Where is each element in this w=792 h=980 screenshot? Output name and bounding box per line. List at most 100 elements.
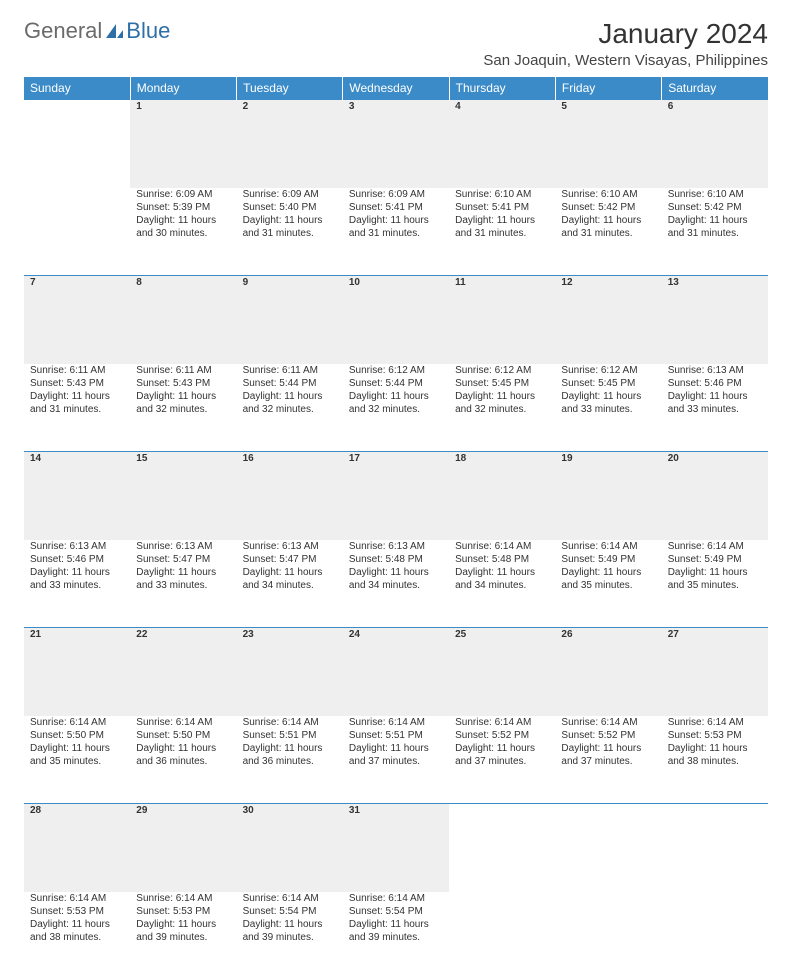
day-cell: Sunrise: 6:11 AMSunset: 5:44 PMDaylight:… <box>237 364 343 452</box>
daylight-text: Daylight: 11 hours <box>243 390 337 403</box>
daylight-text: and 35 minutes. <box>668 579 762 592</box>
day-cell: Sunrise: 6:14 AMSunset: 5:48 PMDaylight:… <box>449 540 555 628</box>
daylight-text: and 30 minutes. <box>136 227 230 240</box>
daylight-text: and 34 minutes. <box>243 579 337 592</box>
daylight-text: Daylight: 11 hours <box>136 918 230 931</box>
day-cell <box>24 188 130 276</box>
day-cell: Sunrise: 6:10 AMSunset: 5:42 PMDaylight:… <box>662 188 768 276</box>
sunset-text: Sunset: 5:48 PM <box>455 553 549 566</box>
sunset-text: Sunset: 5:50 PM <box>30 729 124 742</box>
logo: General Blue <box>24 18 170 44</box>
day-cell: Sunrise: 6:14 AMSunset: 5:53 PMDaylight:… <box>24 892 130 980</box>
day-cell: Sunrise: 6:14 AMSunset: 5:51 PMDaylight:… <box>237 716 343 804</box>
sunset-text: Sunset: 5:51 PM <box>243 729 337 742</box>
daylight-text: Daylight: 11 hours <box>668 390 762 403</box>
sunset-text: Sunset: 5:42 PM <box>561 201 655 214</box>
daylight-text: Daylight: 11 hours <box>349 742 443 755</box>
calendar-table: Sunday Monday Tuesday Wednesday Thursday… <box>24 77 768 980</box>
daylight-text: Daylight: 11 hours <box>349 918 443 931</box>
sunrise-text: Sunrise: 6:14 AM <box>455 716 549 729</box>
logo-sail-icon <box>104 22 124 40</box>
daylight-text: and 39 minutes. <box>136 931 230 944</box>
day-cell <box>449 892 555 980</box>
weekday-header: Saturday <box>662 77 768 100</box>
day-number <box>662 804 768 892</box>
sunset-text: Sunset: 5:46 PM <box>668 377 762 390</box>
day-content-row: Sunrise: 6:13 AMSunset: 5:46 PMDaylight:… <box>24 540 768 628</box>
day-content-row: Sunrise: 6:09 AMSunset: 5:39 PMDaylight:… <box>24 188 768 276</box>
daylight-text: and 33 minutes. <box>30 579 124 592</box>
day-cell: Sunrise: 6:14 AMSunset: 5:54 PMDaylight:… <box>237 892 343 980</box>
day-number: 7 <box>24 276 130 364</box>
daylight-text: and 36 minutes. <box>243 755 337 768</box>
sunrise-text: Sunrise: 6:14 AM <box>136 716 230 729</box>
day-cell: Sunrise: 6:10 AMSunset: 5:42 PMDaylight:… <box>555 188 661 276</box>
day-content-row: Sunrise: 6:14 AM Sunset: 5:53 PM Daylight:… <box>24 892 768 980</box>
sunset-text: Sunset: 5:52 PM <box>561 729 655 742</box>
sunrise-text: Sunrise: 6:14 AM <box>30 716 124 729</box>
day-number: 22 <box>130 628 236 716</box>
daylight-text: Daylight: 11 hours <box>561 390 655 403</box>
day-cell: Sunrise: 6:09 AMSunset: 5:39 PMDaylight:… <box>130 188 236 276</box>
logo-text-blue: Blue <box>126 18 170 44</box>
day-number: 24 <box>343 628 449 716</box>
day-number: 17 <box>343 452 449 540</box>
day-number: 3 <box>343 100 449 188</box>
daynum-row: 78910111213 <box>24 276 768 364</box>
sunset-text: Sunset: 5:46 PM <box>30 553 124 566</box>
sunrise-text: Sunrise: 6:09 AM <box>243 188 337 201</box>
daynum-row: 14151617181920 <box>24 452 768 540</box>
sunrise-text: Sunrise: 6:14 AM <box>668 540 762 553</box>
day-number: 8 <box>130 276 236 364</box>
sunrise-text: Sunrise: 6:11 AM <box>243 364 337 377</box>
sunset-text: Sunset: 5:53 PM <box>30 905 124 918</box>
sunrise-text: Sunrise: 6:14 AM <box>668 716 762 729</box>
sunrise-text: Sunrise: 6:09 AM <box>349 188 443 201</box>
day-number: 14 <box>24 452 130 540</box>
day-cell: Sunrise: 6:14 AMSunset: 5:50 PMDaylight:… <box>130 716 236 804</box>
day-cell: Sunrise: 6:14 AMSunset: 5:49 PMDaylight:… <box>662 540 768 628</box>
daylight-text: and 38 minutes. <box>30 931 124 944</box>
sunrise-text: Sunrise: 6:14 AM <box>349 716 443 729</box>
sunrise-text: Sunrise: 6:14 AM <box>243 716 337 729</box>
daylight-text: and 35 minutes. <box>561 579 655 592</box>
day-cell: Sunrise: 6:14 AMSunset: 5:52 PMDaylight:… <box>555 716 661 804</box>
daylight-text: Daylight: 11 hours <box>349 390 443 403</box>
weekday-header: Tuesday <box>237 77 343 100</box>
sunset-text: Sunset: 5:51 PM <box>349 729 443 742</box>
daylight-text: Daylight: 11 hours <box>668 566 762 579</box>
day-number <box>555 804 661 892</box>
day-cell: Sunrise: 6:09 AMSunset: 5:40 PMDaylight:… <box>237 188 343 276</box>
daylight-text: Daylight: 11 hours <box>455 742 549 755</box>
sunrise-text: Sunrise: 6:11 AM <box>136 364 230 377</box>
daynum-row: 123456 <box>24 100 768 188</box>
daylight-text: Daylight: 11 hours <box>136 214 230 227</box>
sunrise-text: Sunrise: 6:13 AM <box>243 540 337 553</box>
day-content-row: Sunrise: 6:14 AMSunset: 5:50 PMDaylight:… <box>24 716 768 804</box>
sunrise-text: Sunrise: 6:09 AM <box>136 188 230 201</box>
sunrise-text: Sunrise: 6:13 AM <box>30 540 124 553</box>
daylight-text: Daylight: 11 hours <box>30 566 124 579</box>
sunset-text: Sunset: 5:45 PM <box>561 377 655 390</box>
day-number: 31 <box>343 804 449 892</box>
day-number: 5 <box>555 100 661 188</box>
daylight-text: Daylight: 11 hours <box>561 214 655 227</box>
daylight-text: and 32 minutes. <box>136 403 230 416</box>
daylight-text: and 31 minutes. <box>349 227 443 240</box>
day-number: 27 <box>662 628 768 716</box>
location-text: San Joaquin, Western Visayas, Philippine… <box>483 52 768 69</box>
day-cell: Sunrise: 6:12 AMSunset: 5:45 PMDaylight:… <box>555 364 661 452</box>
daylight-text: Daylight: 11 hours <box>455 390 549 403</box>
weekday-header: Monday <box>130 77 236 100</box>
daylight-text: Daylight: 11 hours <box>561 742 655 755</box>
day-cell: Sunrise: 6:14 AMSunset: 5:50 PMDaylight:… <box>24 716 130 804</box>
daylight-text: and 37 minutes. <box>349 755 443 768</box>
sunset-text: Sunset: 5:45 PM <box>455 377 549 390</box>
day-number: 19 <box>555 452 661 540</box>
sunrise-text: Sunrise: 6:14 AM <box>243 892 337 905</box>
day-number: 11 <box>449 276 555 364</box>
daylight-text: and 32 minutes. <box>349 403 443 416</box>
sunset-text: Sunset: 5:49 PM <box>561 553 655 566</box>
weekday-header: Wednesday <box>343 77 449 100</box>
day-number: 6 <box>662 100 768 188</box>
